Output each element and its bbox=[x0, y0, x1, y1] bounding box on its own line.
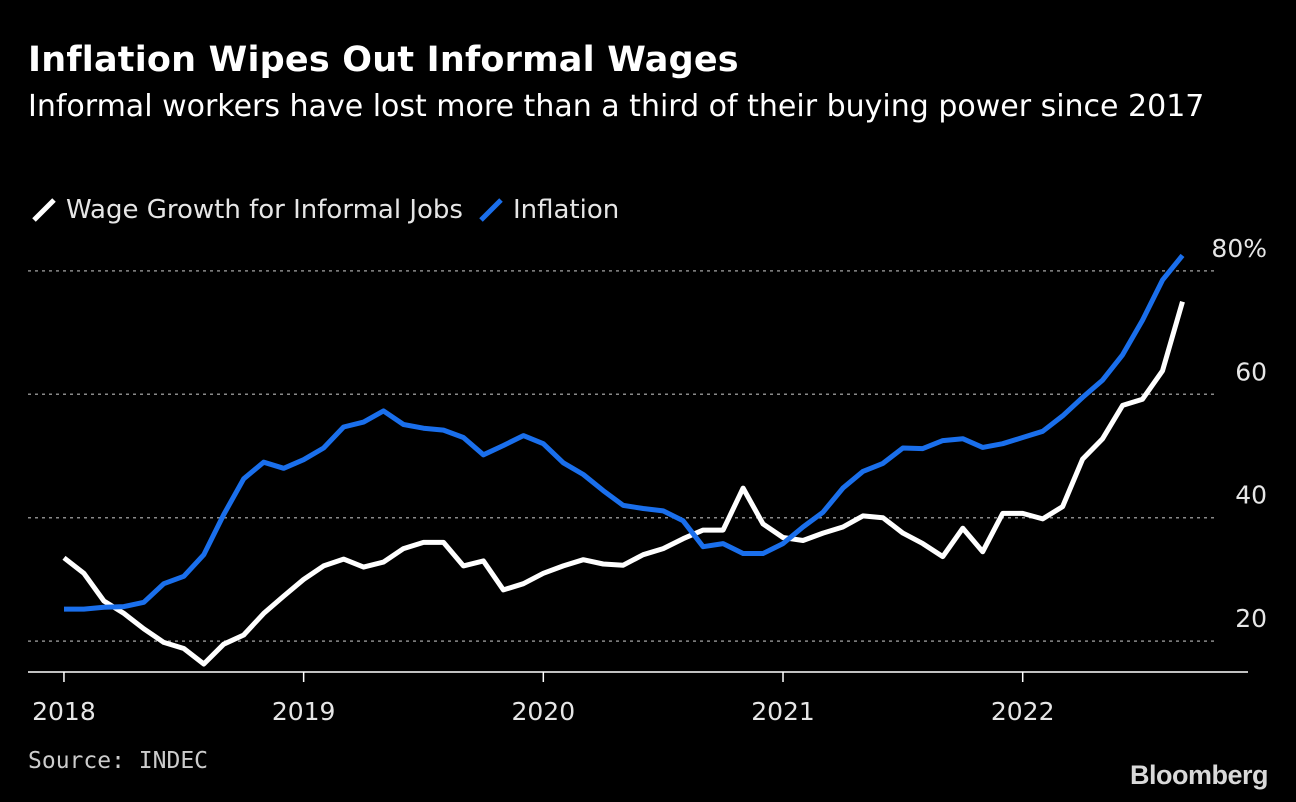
y-tick-label-20: 20 bbox=[1235, 604, 1267, 633]
legend-item-wage: Wage Growth for Informal Jobs bbox=[30, 195, 463, 225]
x-tick-label-2019: 2019 bbox=[272, 697, 336, 726]
source-note: Source: INDEC bbox=[28, 748, 209, 774]
x-tick-label-2018: 2018 bbox=[32, 697, 96, 726]
series-line-wage-growth bbox=[62, 301, 1185, 667]
chart-title: Inflation Wipes Out Informal Wages bbox=[28, 40, 739, 80]
series-layer bbox=[62, 253, 1185, 667]
x-tick-label-2022: 2022 bbox=[991, 697, 1055, 726]
x-tick-label-2020: 2020 bbox=[512, 697, 576, 726]
chart-subtitle: Informal workers have lost more than a t… bbox=[28, 89, 1205, 124]
x-tick-label-2021: 2021 bbox=[751, 697, 815, 726]
y-tick-label-40: 40 bbox=[1235, 481, 1267, 510]
y-tick-label-80: 80% bbox=[1211, 234, 1267, 263]
legend-swatch-wage bbox=[32, 198, 56, 222]
legend-label-inflation: Inflation bbox=[512, 195, 620, 225]
series-line-inflation bbox=[64, 253, 1185, 612]
grid-layer bbox=[28, 270, 1215, 642]
bloomberg-logo: Bloomberg bbox=[1129, 760, 1269, 790]
chart-legend: Wage Growth for Informal Jobs Inflation bbox=[30, 192, 633, 228]
axis-layer: 20 40 60 80% 2018 2019 2020 2021 2022 bbox=[28, 234, 1267, 726]
legend-swatch-inflation bbox=[479, 198, 503, 222]
legend-label-wage: Wage Growth for Informal Jobs bbox=[66, 195, 463, 225]
y-tick-label-60: 60 bbox=[1235, 357, 1267, 386]
legend-item-inflation: Inflation bbox=[477, 195, 619, 225]
